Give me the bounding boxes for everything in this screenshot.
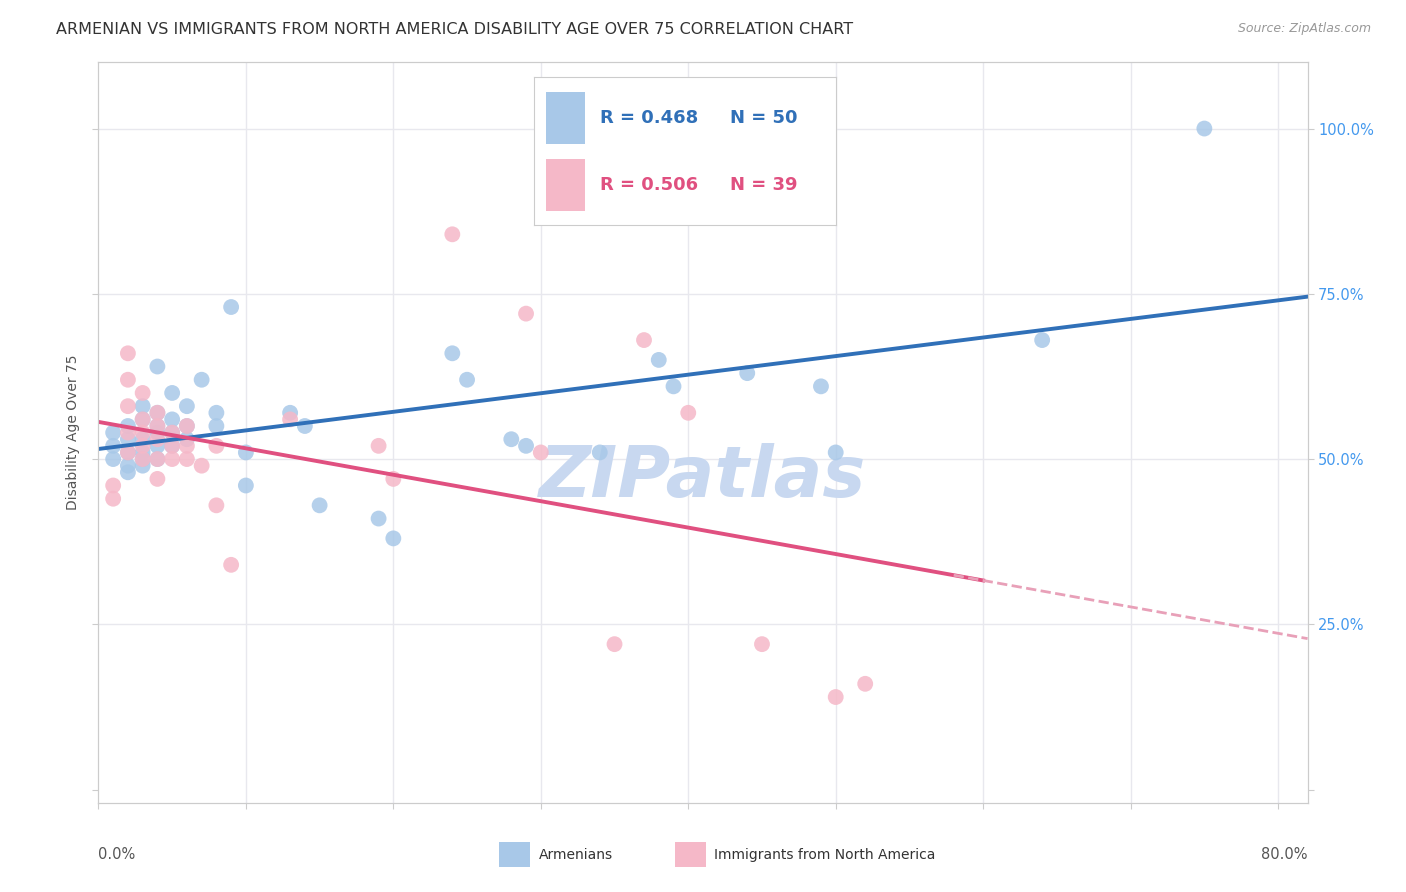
Point (146, 419, 169, 434)
Point (117, 445, 139, 459)
Point (117, 445, 139, 459)
Point (1031, 333, 1053, 347)
Point (131, 439, 153, 453)
Point (441, 227, 464, 242)
Point (456, 373, 478, 387)
Point (441, 346, 464, 360)
Point (515, 307, 537, 321)
Point (648, 352, 671, 367)
Point (382, 532, 405, 546)
Point (205, 419, 228, 434)
Text: 0.0%: 0.0% (98, 847, 135, 863)
Point (853, 677, 876, 691)
Point (367, 439, 389, 453)
Point (146, 452, 169, 467)
Point (146, 419, 169, 434)
Point (176, 419, 198, 434)
Point (176, 452, 198, 467)
Point (176, 439, 198, 453)
Point (382, 472, 405, 486)
Point (131, 399, 153, 413)
Point (131, 458, 153, 473)
Point (589, 445, 612, 459)
Point (117, 465, 139, 479)
Point (117, 399, 139, 413)
Point (235, 478, 257, 492)
Y-axis label: Disability Age Over 75: Disability Age Over 75 (66, 355, 80, 510)
Point (160, 452, 183, 467)
Point (278, 406, 301, 420)
Point (160, 412, 183, 426)
Point (146, 472, 169, 486)
Point (101, 478, 124, 492)
Point (205, 439, 228, 453)
Point (131, 386, 153, 401)
Point (101, 425, 124, 440)
Point (235, 445, 257, 459)
Point (662, 379, 685, 393)
Point (131, 445, 153, 459)
Point (176, 419, 198, 434)
Point (146, 452, 169, 467)
Point (146, 359, 169, 374)
Point (219, 558, 242, 572)
Point (1194, 121, 1216, 136)
Point (131, 452, 153, 467)
Point (160, 439, 183, 453)
Point (515, 439, 537, 453)
Text: ARMENIAN VS IMMIGRANTS FROM NORTH AMERICA DISABILITY AGE OVER 75 CORRELATION CHA: ARMENIAN VS IMMIGRANTS FROM NORTH AMERIC… (56, 22, 853, 37)
Point (160, 425, 183, 440)
Point (308, 499, 330, 513)
Point (101, 452, 124, 467)
Point (176, 399, 198, 413)
Point (146, 439, 169, 453)
Point (678, 406, 700, 420)
Point (146, 432, 169, 446)
Point (751, 637, 773, 651)
Point (367, 511, 389, 525)
Point (131, 432, 153, 446)
Point (117, 419, 139, 434)
Point (146, 406, 169, 420)
Point (101, 491, 124, 506)
Point (131, 452, 153, 467)
Text: Source: ZipAtlas.com: Source: ZipAtlas.com (1237, 22, 1371, 36)
Point (160, 439, 183, 453)
Text: ZIPatlas: ZIPatlas (540, 442, 866, 511)
Point (117, 373, 139, 387)
Point (735, 366, 758, 380)
Text: 80.0%: 80.0% (1261, 847, 1308, 863)
Point (160, 425, 183, 440)
Point (190, 373, 212, 387)
Point (146, 425, 169, 440)
Point (117, 432, 139, 446)
Point (294, 419, 316, 434)
Point (205, 406, 228, 420)
Point (101, 439, 124, 453)
Point (530, 445, 553, 459)
Point (131, 412, 153, 426)
Point (219, 300, 242, 314)
Point (146, 406, 169, 420)
Point (810, 379, 832, 393)
Point (205, 499, 228, 513)
Point (131, 425, 153, 440)
Point (501, 432, 523, 446)
Point (824, 445, 846, 459)
Point (633, 333, 655, 347)
Point (176, 432, 198, 446)
Text: Armenians: Armenians (538, 847, 613, 862)
Point (824, 690, 846, 704)
Point (278, 412, 301, 426)
Point (190, 458, 212, 473)
Point (131, 412, 153, 426)
Point (117, 458, 139, 473)
Point (160, 386, 183, 401)
Point (117, 346, 139, 360)
Text: Immigrants from North America: Immigrants from North America (714, 847, 935, 862)
Point (117, 425, 139, 440)
Point (603, 637, 626, 651)
